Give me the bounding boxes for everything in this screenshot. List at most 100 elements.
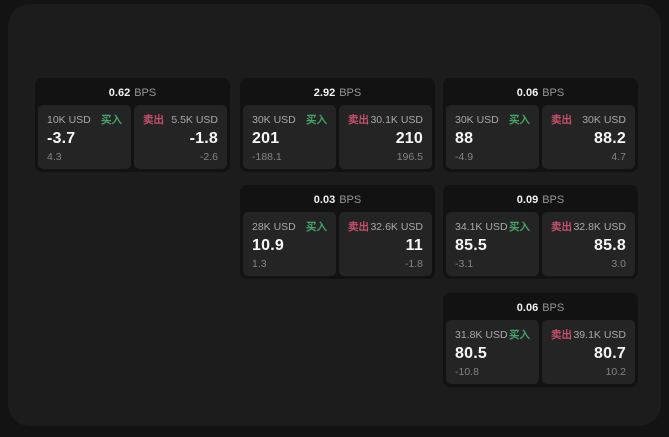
sell-notional-label: 30.1K USD	[370, 114, 423, 126]
sell-quote-value: 11	[405, 237, 423, 254]
buy-notional-label: 34.1K USD	[455, 221, 508, 233]
buy-quote-value: 201	[252, 130, 280, 147]
buy-notional-label: 28K USD	[252, 221, 296, 233]
buy-pane-header: 10K USD 买入	[47, 112, 122, 127]
bps-value: 0.09	[516, 194, 539, 206]
bps-header: 0.09 BPS	[446, 188, 635, 212]
buy-notional-label: 30K USD	[252, 114, 296, 126]
buy-notional-label: 31.8K USD	[455, 329, 508, 341]
sell-delta-value: 4.7	[611, 151, 626, 163]
sell-pane-header: 卖出 30K USD	[551, 112, 626, 127]
bps-value: 0.06	[516, 87, 539, 99]
buy-quote-pane[interactable]: 10K USD 买入 -3.7 4.3	[38, 105, 131, 169]
quote-card: 0.06 BPS 31.8K USD 买入 80.5 -10.8 卖出 39.1…	[443, 293, 638, 387]
sell-quote-pane[interactable]: 卖出 39.1K USD 80.7 10.2	[542, 320, 635, 384]
sell-quote-pane[interactable]: 卖出 32.8K USD 85.8 3.0	[542, 212, 635, 276]
sell-pane-header: 卖出 30.1K USD	[348, 112, 423, 127]
buy-side-tag: 买入	[509, 329, 530, 341]
buy-quote-pane[interactable]: 30K USD 买入 88 -4.9	[446, 105, 539, 169]
buy-quote-value: 88	[455, 130, 474, 147]
quote-card: 0.06 BPS 30K USD 买入 88 -4.9 卖出 30K USD 8…	[443, 78, 638, 172]
sell-pane-header: 卖出 32.8K USD	[551, 219, 626, 234]
sell-quote-value: 85.8	[594, 237, 626, 254]
bps-header: 0.06 BPS	[446, 296, 635, 320]
bps-unit-label: BPS	[542, 87, 565, 99]
sell-pane-header: 卖出 32.6K USD	[348, 219, 423, 234]
bps-header: 2.92 BPS	[243, 81, 432, 105]
sell-side-tag: 卖出	[551, 329, 572, 341]
bps-value: 2.92	[313, 87, 336, 99]
buy-quote-value: 80.5	[455, 345, 487, 362]
buy-delta-value: -3.1	[455, 258, 474, 270]
bps-unit-label: BPS	[339, 194, 362, 206]
quote-card: 0.03 BPS 28K USD 买入 10.9 1.3 卖出 32.6K US…	[240, 185, 435, 279]
buy-side-tag: 买入	[306, 221, 327, 233]
buy-quote-pane[interactable]: 30K USD 买入 201 -188.1	[243, 105, 336, 169]
sell-quote-pane[interactable]: 卖出 5.5K USD -1.8 -2.6	[134, 105, 227, 169]
quote-panes: 34.1K USD 买入 85.5 -3.1 卖出 32.8K USD 85.8…	[446, 212, 635, 276]
sell-quote-pane[interactable]: 卖出 32.6K USD 11 -1.8	[339, 212, 432, 276]
buy-pane-header: 34.1K USD 买入	[455, 219, 530, 234]
sell-delta-value: -1.8	[404, 258, 423, 270]
buy-delta-value: -188.1	[252, 151, 282, 163]
bps-header: 0.06 BPS	[446, 81, 635, 105]
buy-quote-value: -3.7	[47, 130, 76, 147]
sell-delta-value: 3.0	[611, 258, 626, 270]
buy-quote-pane[interactable]: 28K USD 买入 10.9 1.3	[243, 212, 336, 276]
sell-side-tag: 卖出	[143, 114, 164, 126]
buy-quote-value: 10.9	[252, 237, 284, 254]
bps-unit-label: BPS	[542, 194, 565, 206]
buy-notional-label: 30K USD	[455, 114, 499, 126]
bps-value: 0.03	[313, 194, 336, 206]
bps-value: 0.06	[516, 302, 539, 314]
sell-notional-label: 30K USD	[582, 114, 626, 126]
sell-quote-pane[interactable]: 卖出 30K USD 88.2 4.7	[542, 105, 635, 169]
quote-panes: 31.8K USD 买入 80.5 -10.8 卖出 39.1K USD 80.…	[446, 320, 635, 384]
sell-delta-value: 10.2	[605, 366, 626, 378]
buy-quote-value: 85.5	[455, 237, 487, 254]
quote-panes: 30K USD 买入 201 -188.1 卖出 30.1K USD 210 1…	[243, 105, 432, 169]
bps-value: 0.62	[108, 87, 131, 99]
bps-header: 0.03 BPS	[243, 188, 432, 212]
buy-side-tag: 买入	[101, 114, 122, 126]
sell-quote-value: 88.2	[594, 130, 626, 147]
quote-panes: 30K USD 买入 88 -4.9 卖出 30K USD 88.2 4.7	[446, 105, 635, 169]
buy-side-tag: 买入	[509, 114, 530, 126]
buy-pane-header: 31.8K USD 买入	[455, 327, 530, 342]
trading-panel: 0.62 BPS 10K USD 买入 -3.7 4.3 卖出 5.5K USD…	[8, 4, 661, 426]
sell-side-tag: 卖出	[551, 221, 572, 233]
sell-pane-header: 卖出 39.1K USD	[551, 327, 626, 342]
sell-quote-pane[interactable]: 卖出 30.1K USD 210 196.5	[339, 105, 432, 169]
buy-delta-value: 4.3	[47, 151, 62, 163]
buy-side-tag: 买入	[306, 114, 327, 126]
quote-panes: 10K USD 买入 -3.7 4.3 卖出 5.5K USD -1.8 -2.…	[38, 105, 227, 169]
buy-quote-pane[interactable]: 31.8K USD 买入 80.5 -10.8	[446, 320, 539, 384]
bps-unit-label: BPS	[542, 302, 565, 314]
sell-quote-value: 210	[395, 130, 423, 147]
quote-card: 0.09 BPS 34.1K USD 买入 85.5 -3.1 卖出 32.8K…	[443, 185, 638, 279]
buy-delta-value: -4.9	[455, 151, 474, 163]
sell-side-tag: 卖出	[348, 114, 369, 126]
buy-pane-header: 28K USD 买入	[252, 219, 327, 234]
sell-notional-label: 5.5K USD	[171, 114, 218, 126]
quote-card: 0.62 BPS 10K USD 买入 -3.7 4.3 卖出 5.5K USD…	[35, 78, 230, 172]
sell-side-tag: 卖出	[348, 221, 369, 233]
sell-notional-label: 32.8K USD	[573, 221, 626, 233]
sell-delta-value: 196.5	[396, 151, 423, 163]
buy-pane-header: 30K USD 买入	[252, 112, 327, 127]
sell-notional-label: 39.1K USD	[573, 329, 626, 341]
bps-unit-label: BPS	[339, 87, 362, 99]
quote-card: 2.92 BPS 30K USD 买入 201 -188.1 卖出 30.1K …	[240, 78, 435, 172]
buy-quote-pane[interactable]: 34.1K USD 买入 85.5 -3.1	[446, 212, 539, 276]
sell-pane-header: 卖出 5.5K USD	[143, 112, 218, 127]
quote-panes: 28K USD 买入 10.9 1.3 卖出 32.6K USD 11 -1.8	[243, 212, 432, 276]
sell-quote-value: -1.8	[189, 130, 218, 147]
buy-delta-value: 1.3	[252, 258, 267, 270]
bps-header: 0.62 BPS	[38, 81, 227, 105]
buy-delta-value: -10.8	[455, 366, 479, 378]
buy-notional-label: 10K USD	[47, 114, 91, 126]
bps-unit-label: BPS	[134, 87, 157, 99]
sell-delta-value: -2.6	[199, 151, 218, 163]
sell-notional-label: 32.6K USD	[370, 221, 423, 233]
sell-side-tag: 卖出	[551, 114, 572, 126]
